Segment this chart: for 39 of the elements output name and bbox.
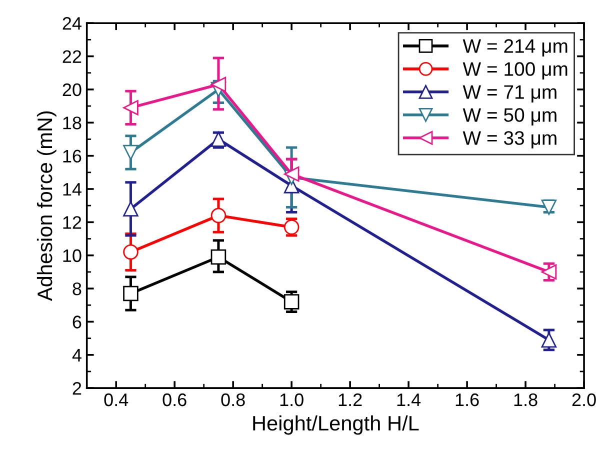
x-axis-title: Height/Length H/L bbox=[253, 415, 419, 435]
x-tick-label: 1.8 bbox=[514, 393, 538, 406]
y-tick-label: 4 bbox=[72, 349, 82, 362]
x-tick-label: 2.0 bbox=[572, 393, 596, 406]
point bbox=[123, 201, 138, 217]
y-tick-label: 12 bbox=[63, 216, 82, 229]
y-tick-label: 2 bbox=[72, 382, 82, 395]
y-tick-label: 6 bbox=[72, 316, 82, 328]
x-tick-label: 1.0 bbox=[280, 393, 304, 406]
x-tick-label: 1.4 bbox=[397, 394, 421, 406]
point bbox=[284, 294, 300, 310]
y-tick-label: 18 bbox=[63, 116, 82, 130]
y-axis-title: Adhesion force (mN) bbox=[36, 111, 56, 302]
legend-label: W = 50 μm bbox=[462, 108, 556, 126]
x-tick-label: 0.4 bbox=[104, 393, 128, 406]
point bbox=[210, 208, 226, 224]
y-tick-label: 20 bbox=[62, 83, 82, 96]
point bbox=[123, 286, 138, 302]
y-tick-label: 22 bbox=[62, 50, 82, 63]
y-tick-label: 14 bbox=[63, 183, 82, 196]
x-tick-label: 0.6 bbox=[162, 393, 186, 406]
point bbox=[123, 244, 138, 260]
x-tick-label: 1.6 bbox=[456, 393, 479, 406]
point bbox=[284, 166, 300, 182]
point bbox=[123, 100, 138, 116]
y-tick-label: 16 bbox=[63, 150, 82, 163]
point bbox=[210, 249, 226, 265]
point bbox=[210, 76, 226, 92]
legend-label: W = 71 μm bbox=[462, 85, 556, 102]
legend-label: W = 100 μm bbox=[462, 62, 568, 80]
point bbox=[123, 144, 138, 160]
y-tick-label: 10 bbox=[63, 249, 82, 262]
x-tick-label: 0.8 bbox=[221, 393, 245, 406]
x-tick-label: 1.2 bbox=[338, 393, 362, 406]
legend-label: W = 33 μm bbox=[462, 131, 556, 148]
y-tick-label: 8 bbox=[72, 282, 82, 296]
y-tick-label: 24 bbox=[62, 17, 82, 30]
point bbox=[541, 332, 557, 348]
legend-label: W = 214 μm bbox=[462, 39, 568, 56]
